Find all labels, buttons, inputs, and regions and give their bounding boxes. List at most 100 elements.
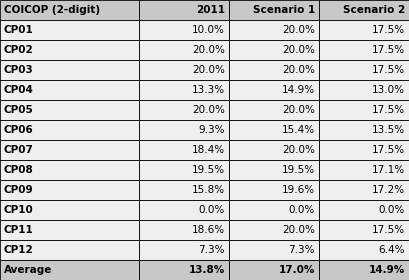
Text: 17.5%: 17.5% xyxy=(372,25,405,35)
Text: 15.8%: 15.8% xyxy=(192,185,225,195)
Bar xyxy=(139,120,229,140)
Text: 20.0%: 20.0% xyxy=(282,225,315,235)
Bar xyxy=(139,20,229,40)
Text: 10.0%: 10.0% xyxy=(192,25,225,35)
Bar xyxy=(319,20,409,40)
Bar xyxy=(0,140,139,160)
Text: 19.5%: 19.5% xyxy=(192,165,225,175)
Bar xyxy=(319,160,409,180)
Text: Scenario 1: Scenario 1 xyxy=(253,5,315,15)
Text: 20.0%: 20.0% xyxy=(192,45,225,55)
Bar xyxy=(319,40,409,60)
Bar xyxy=(0,0,139,20)
Text: 0.0%: 0.0% xyxy=(199,205,225,215)
Bar xyxy=(229,20,319,40)
Bar xyxy=(229,60,319,80)
Bar xyxy=(139,180,229,200)
Text: 14.9%: 14.9% xyxy=(369,265,405,275)
Bar xyxy=(0,120,139,140)
Text: 9.3%: 9.3% xyxy=(198,125,225,135)
Text: 14.9%: 14.9% xyxy=(282,85,315,95)
Bar xyxy=(319,60,409,80)
Bar xyxy=(0,220,139,240)
Bar xyxy=(0,60,139,80)
Bar xyxy=(319,200,409,220)
Text: CP06: CP06 xyxy=(4,125,34,135)
Text: 13.0%: 13.0% xyxy=(372,85,405,95)
Bar xyxy=(319,0,409,20)
Bar xyxy=(229,200,319,220)
Text: 17.5%: 17.5% xyxy=(372,145,405,155)
Text: 17.1%: 17.1% xyxy=(372,165,405,175)
Text: 18.4%: 18.4% xyxy=(192,145,225,155)
Text: CP09: CP09 xyxy=(4,185,34,195)
Text: 0.0%: 0.0% xyxy=(379,205,405,215)
Text: 13.8%: 13.8% xyxy=(189,265,225,275)
Bar xyxy=(229,220,319,240)
Bar xyxy=(139,220,229,240)
Text: Scenario 2: Scenario 2 xyxy=(343,5,405,15)
Text: CP07: CP07 xyxy=(4,145,34,155)
Bar xyxy=(319,260,409,280)
Bar xyxy=(229,40,319,60)
Text: 7.3%: 7.3% xyxy=(198,245,225,255)
Bar xyxy=(319,180,409,200)
Text: 20.0%: 20.0% xyxy=(282,25,315,35)
Text: 20.0%: 20.0% xyxy=(192,105,225,115)
Text: 20.0%: 20.0% xyxy=(282,145,315,155)
Text: 20.0%: 20.0% xyxy=(282,105,315,115)
Bar xyxy=(0,80,139,100)
Bar xyxy=(319,80,409,100)
Bar xyxy=(139,60,229,80)
Bar xyxy=(319,100,409,120)
Bar xyxy=(0,180,139,200)
Bar xyxy=(229,240,319,260)
Bar xyxy=(139,100,229,120)
Text: CP05: CP05 xyxy=(4,105,34,115)
Bar xyxy=(229,80,319,100)
Text: 13.5%: 13.5% xyxy=(372,125,405,135)
Text: 17.5%: 17.5% xyxy=(372,65,405,75)
Text: Average: Average xyxy=(4,265,52,275)
Bar xyxy=(229,180,319,200)
Bar xyxy=(229,140,319,160)
Text: 6.4%: 6.4% xyxy=(378,245,405,255)
Text: 19.6%: 19.6% xyxy=(282,185,315,195)
Bar xyxy=(319,140,409,160)
Bar xyxy=(229,120,319,140)
Text: 13.3%: 13.3% xyxy=(192,85,225,95)
Bar xyxy=(139,260,229,280)
Bar xyxy=(229,100,319,120)
Text: 15.4%: 15.4% xyxy=(282,125,315,135)
Text: CP01: CP01 xyxy=(4,25,34,35)
Bar xyxy=(0,100,139,120)
Bar xyxy=(139,140,229,160)
Text: 17.5%: 17.5% xyxy=(372,45,405,55)
Bar xyxy=(0,240,139,260)
Text: 2011: 2011 xyxy=(196,5,225,15)
Text: 17.2%: 17.2% xyxy=(372,185,405,195)
Bar xyxy=(229,0,319,20)
Bar xyxy=(0,40,139,60)
Text: CP02: CP02 xyxy=(4,45,34,55)
Text: 19.5%: 19.5% xyxy=(282,165,315,175)
Bar xyxy=(319,120,409,140)
Text: CP03: CP03 xyxy=(4,65,34,75)
Text: 20.0%: 20.0% xyxy=(282,65,315,75)
Text: 17.5%: 17.5% xyxy=(372,105,405,115)
Text: 18.6%: 18.6% xyxy=(192,225,225,235)
Bar xyxy=(139,240,229,260)
Bar xyxy=(139,0,229,20)
Bar xyxy=(139,40,229,60)
Text: 0.0%: 0.0% xyxy=(289,205,315,215)
Text: 17.5%: 17.5% xyxy=(372,225,405,235)
Bar xyxy=(0,160,139,180)
Text: CP10: CP10 xyxy=(4,205,34,215)
Bar xyxy=(0,200,139,220)
Bar xyxy=(139,80,229,100)
Bar xyxy=(139,200,229,220)
Text: CP12: CP12 xyxy=(4,245,34,255)
Bar xyxy=(319,220,409,240)
Text: 20.0%: 20.0% xyxy=(192,65,225,75)
Text: CP08: CP08 xyxy=(4,165,34,175)
